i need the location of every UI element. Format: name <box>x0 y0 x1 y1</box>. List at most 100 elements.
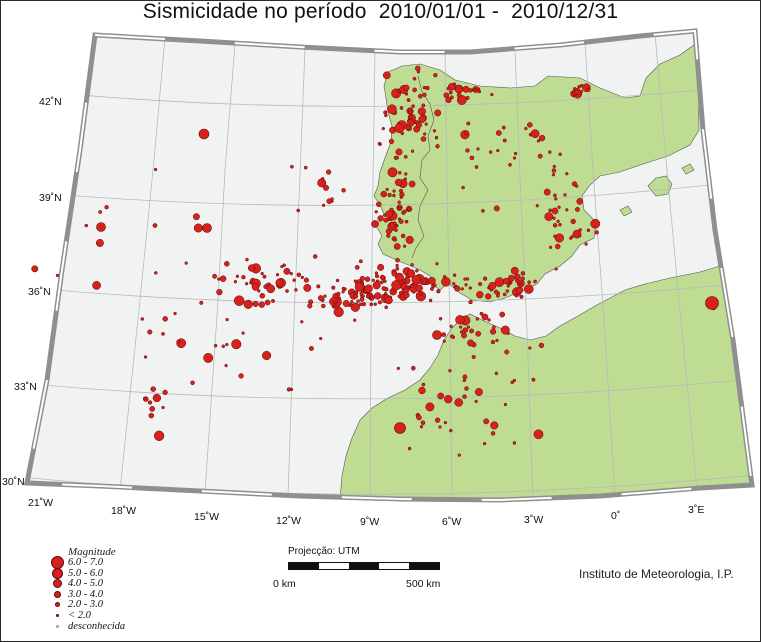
epicenter-marker <box>199 300 204 305</box>
epicenter-marker <box>420 136 427 142</box>
magnitude-legend: Magnitude 6.0 - 7.0 5.0 - 6.0 4.0 - 5.0 … <box>48 546 178 632</box>
epicenter-marker <box>420 420 426 425</box>
epicenter-marker <box>492 325 496 329</box>
epicenter-marker <box>381 294 386 298</box>
epicenter-marker <box>262 274 267 279</box>
epicenter-marker <box>524 284 534 294</box>
epicenter-marker <box>558 152 562 157</box>
lat-label-33n: 33˚N <box>14 381 37 393</box>
epicenter-marker <box>365 294 371 299</box>
epicenter-marker <box>418 115 426 123</box>
epicenter-marker <box>417 107 426 116</box>
epicenter-marker <box>415 269 419 273</box>
epicenter-marker <box>161 405 165 410</box>
epicenter-marker <box>448 90 453 95</box>
epicenter-marker <box>504 349 510 355</box>
epicenter-marker <box>490 328 497 335</box>
epicenter-marker <box>552 223 558 228</box>
epicenter-marker <box>410 149 415 153</box>
lat-label-36n: 36˚N <box>28 286 51 298</box>
legend-item: 3.0 - 4.0 <box>48 589 178 601</box>
epicenter-marker <box>419 425 424 429</box>
epicenter-marker <box>481 313 489 321</box>
epicenter-marker <box>374 274 380 279</box>
menorca <box>681 163 695 175</box>
epicenter-marker <box>392 221 397 226</box>
epicenter-marker <box>462 378 466 383</box>
epicenter-marker <box>488 150 493 154</box>
epicenter-marker <box>417 93 423 99</box>
epicenter-marker <box>477 89 482 94</box>
legend-item: desconhecida <box>48 621 178 633</box>
epicenter-marker <box>341 290 345 294</box>
epicenter-marker <box>434 135 439 140</box>
epicenter-marker <box>294 288 298 292</box>
legend-item: 5.0 - 6.0 <box>48 567 178 580</box>
epicenter-marker <box>519 294 524 299</box>
epicenter-marker <box>471 354 476 360</box>
lon-label-0: 0˚ <box>611 510 621 522</box>
epicenter-marker <box>438 425 442 429</box>
epicenter-marker <box>570 235 574 239</box>
epicenter-marker <box>316 284 321 289</box>
epicenter-marker <box>92 281 101 290</box>
epicenter-marker <box>289 387 294 392</box>
epicenter-marker <box>519 282 523 286</box>
epicenter-marker <box>465 277 470 281</box>
epicenter-marker <box>425 402 435 412</box>
epicenter-marker <box>456 92 462 98</box>
epicenter-marker <box>143 355 148 359</box>
epicenter-marker-large <box>454 84 464 94</box>
epicenter-marker <box>468 88 473 93</box>
legend-title: Magnitude <box>68 546 116 558</box>
epicenter-marker <box>495 130 502 136</box>
epicenter-marker <box>98 210 103 214</box>
epicenter-marker <box>396 366 400 371</box>
epicenter-marker <box>500 325 510 335</box>
epicenter-marker <box>391 270 398 277</box>
epicenter-marker <box>321 177 325 181</box>
epicenter-marker <box>162 316 168 322</box>
epicenter-marker <box>312 254 318 259</box>
epicenter-marker <box>342 300 350 307</box>
epicenter-marker <box>442 339 446 343</box>
epicenter-marker <box>241 275 246 280</box>
epicenter-marker <box>450 334 455 339</box>
epicenter-marker <box>487 318 491 322</box>
lon-label-9w: 9˚W <box>360 516 380 528</box>
epicenter-marker <box>474 399 478 404</box>
epicenter-marker <box>512 378 517 383</box>
epicenter-marker <box>245 257 249 262</box>
epicenter-marker <box>495 338 499 343</box>
iberia-land <box>373 41 700 303</box>
epicenter-marker <box>416 414 422 421</box>
epicenter-marker <box>575 184 579 188</box>
epicenter-marker <box>469 155 475 161</box>
epicenter-marker <box>437 392 445 400</box>
epicenter-marker <box>404 219 409 224</box>
epicenter-marker <box>403 209 407 214</box>
epicenter-marker <box>377 300 382 305</box>
epicenter-marker <box>476 291 484 299</box>
epicenter-marker <box>385 187 389 192</box>
epicenter-marker <box>466 325 471 329</box>
epicenter-marker <box>403 291 410 299</box>
epicenter-marker <box>402 278 407 283</box>
epicenter-marker <box>192 213 200 221</box>
epicenter-marker <box>527 122 533 128</box>
epicenter-marker <box>235 274 240 278</box>
epicenter-marker <box>466 121 471 126</box>
epicenter-marker <box>353 279 357 283</box>
epicenter-marker <box>392 193 396 198</box>
epicenter-marker <box>292 278 296 282</box>
epicenter-marker <box>423 132 427 136</box>
epicenter-marker <box>249 281 253 285</box>
epicenter-marker <box>377 263 385 271</box>
epicenter-marker <box>483 418 490 425</box>
legend-item: < 2.0 <box>48 610 178 622</box>
epicenter-marker <box>507 282 511 286</box>
epicenter-marker <box>203 352 214 363</box>
epicenter-marker <box>374 210 378 214</box>
epicenter-marker <box>552 216 556 220</box>
